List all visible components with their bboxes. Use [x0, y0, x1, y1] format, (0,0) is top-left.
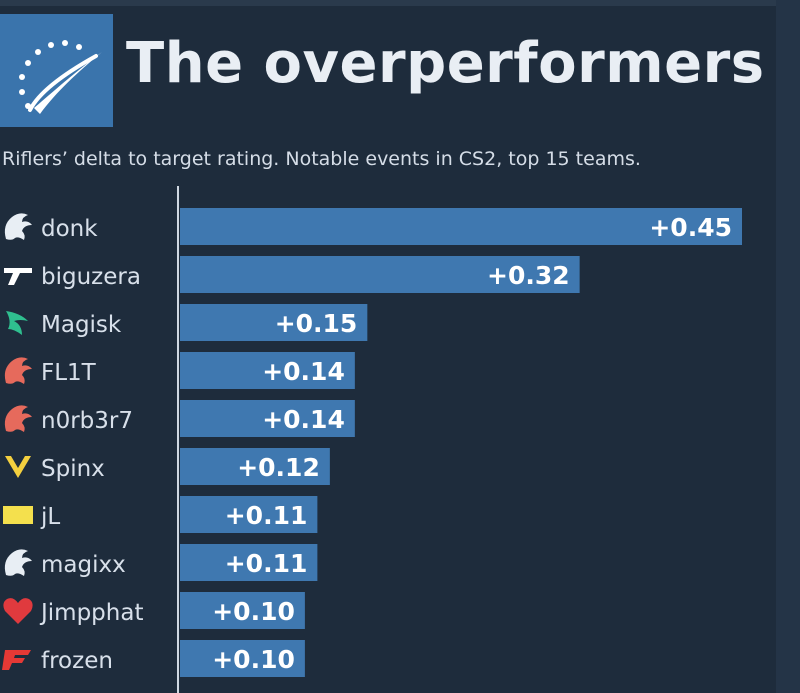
bar: [180, 352, 355, 389]
data-label: +0.45: [649, 213, 732, 242]
team-spirit-icon: [4, 549, 32, 576]
faze-icon: [2, 650, 31, 670]
virtus-pro-icon: [4, 357, 32, 384]
chart-title: The overperformers: [126, 31, 765, 96]
category-label: frozen: [41, 648, 113, 674]
bar: [180, 256, 580, 293]
data-label: +0.11: [225, 501, 308, 530]
category-label: Jimpphat: [39, 600, 143, 626]
natus-vincere-icon: [3, 506, 33, 524]
data-label: +0.11: [225, 549, 308, 578]
bar: [180, 448, 330, 485]
data-label: +0.14: [262, 405, 345, 434]
category-label: Magisk: [41, 312, 122, 338]
gauge-icon: [0, 14, 113, 127]
data-label: +0.10: [212, 645, 295, 674]
top-strip: [0, 0, 800, 6]
falcons-icon: [6, 311, 28, 335]
bar: [180, 304, 368, 341]
pain-gaming-icon: [4, 268, 32, 285]
bar: [180, 208, 742, 245]
right-band: [776, 0, 800, 693]
category-label: n0rb3r7: [41, 408, 133, 434]
virtus-pro-icon: [4, 405, 32, 432]
category-label: magixx: [41, 552, 126, 578]
bar: [180, 544, 318, 581]
team-spirit-icon: [4, 213, 32, 240]
vitality-icon: [5, 456, 31, 478]
data-label: +0.32: [487, 261, 570, 290]
data-label: +0.15: [275, 309, 358, 338]
category-label: jL: [40, 504, 60, 530]
bar: [180, 640, 305, 677]
bar: [180, 496, 318, 533]
category-label: donk: [41, 216, 98, 242]
bar: [180, 400, 355, 437]
data-label: +0.12: [237, 453, 320, 482]
category-label: FL1T: [41, 360, 97, 386]
bar: [180, 592, 305, 629]
chart-subtitle: Riflers’ delta to target rating. Notable…: [2, 148, 641, 170]
data-label: +0.14: [262, 357, 345, 386]
category-label: biguzera: [41, 264, 141, 290]
mouz-icon: [3, 598, 33, 624]
category-label: Spinx: [41, 456, 105, 482]
data-label: +0.10: [212, 597, 295, 626]
y-axis-line: [177, 186, 179, 693]
